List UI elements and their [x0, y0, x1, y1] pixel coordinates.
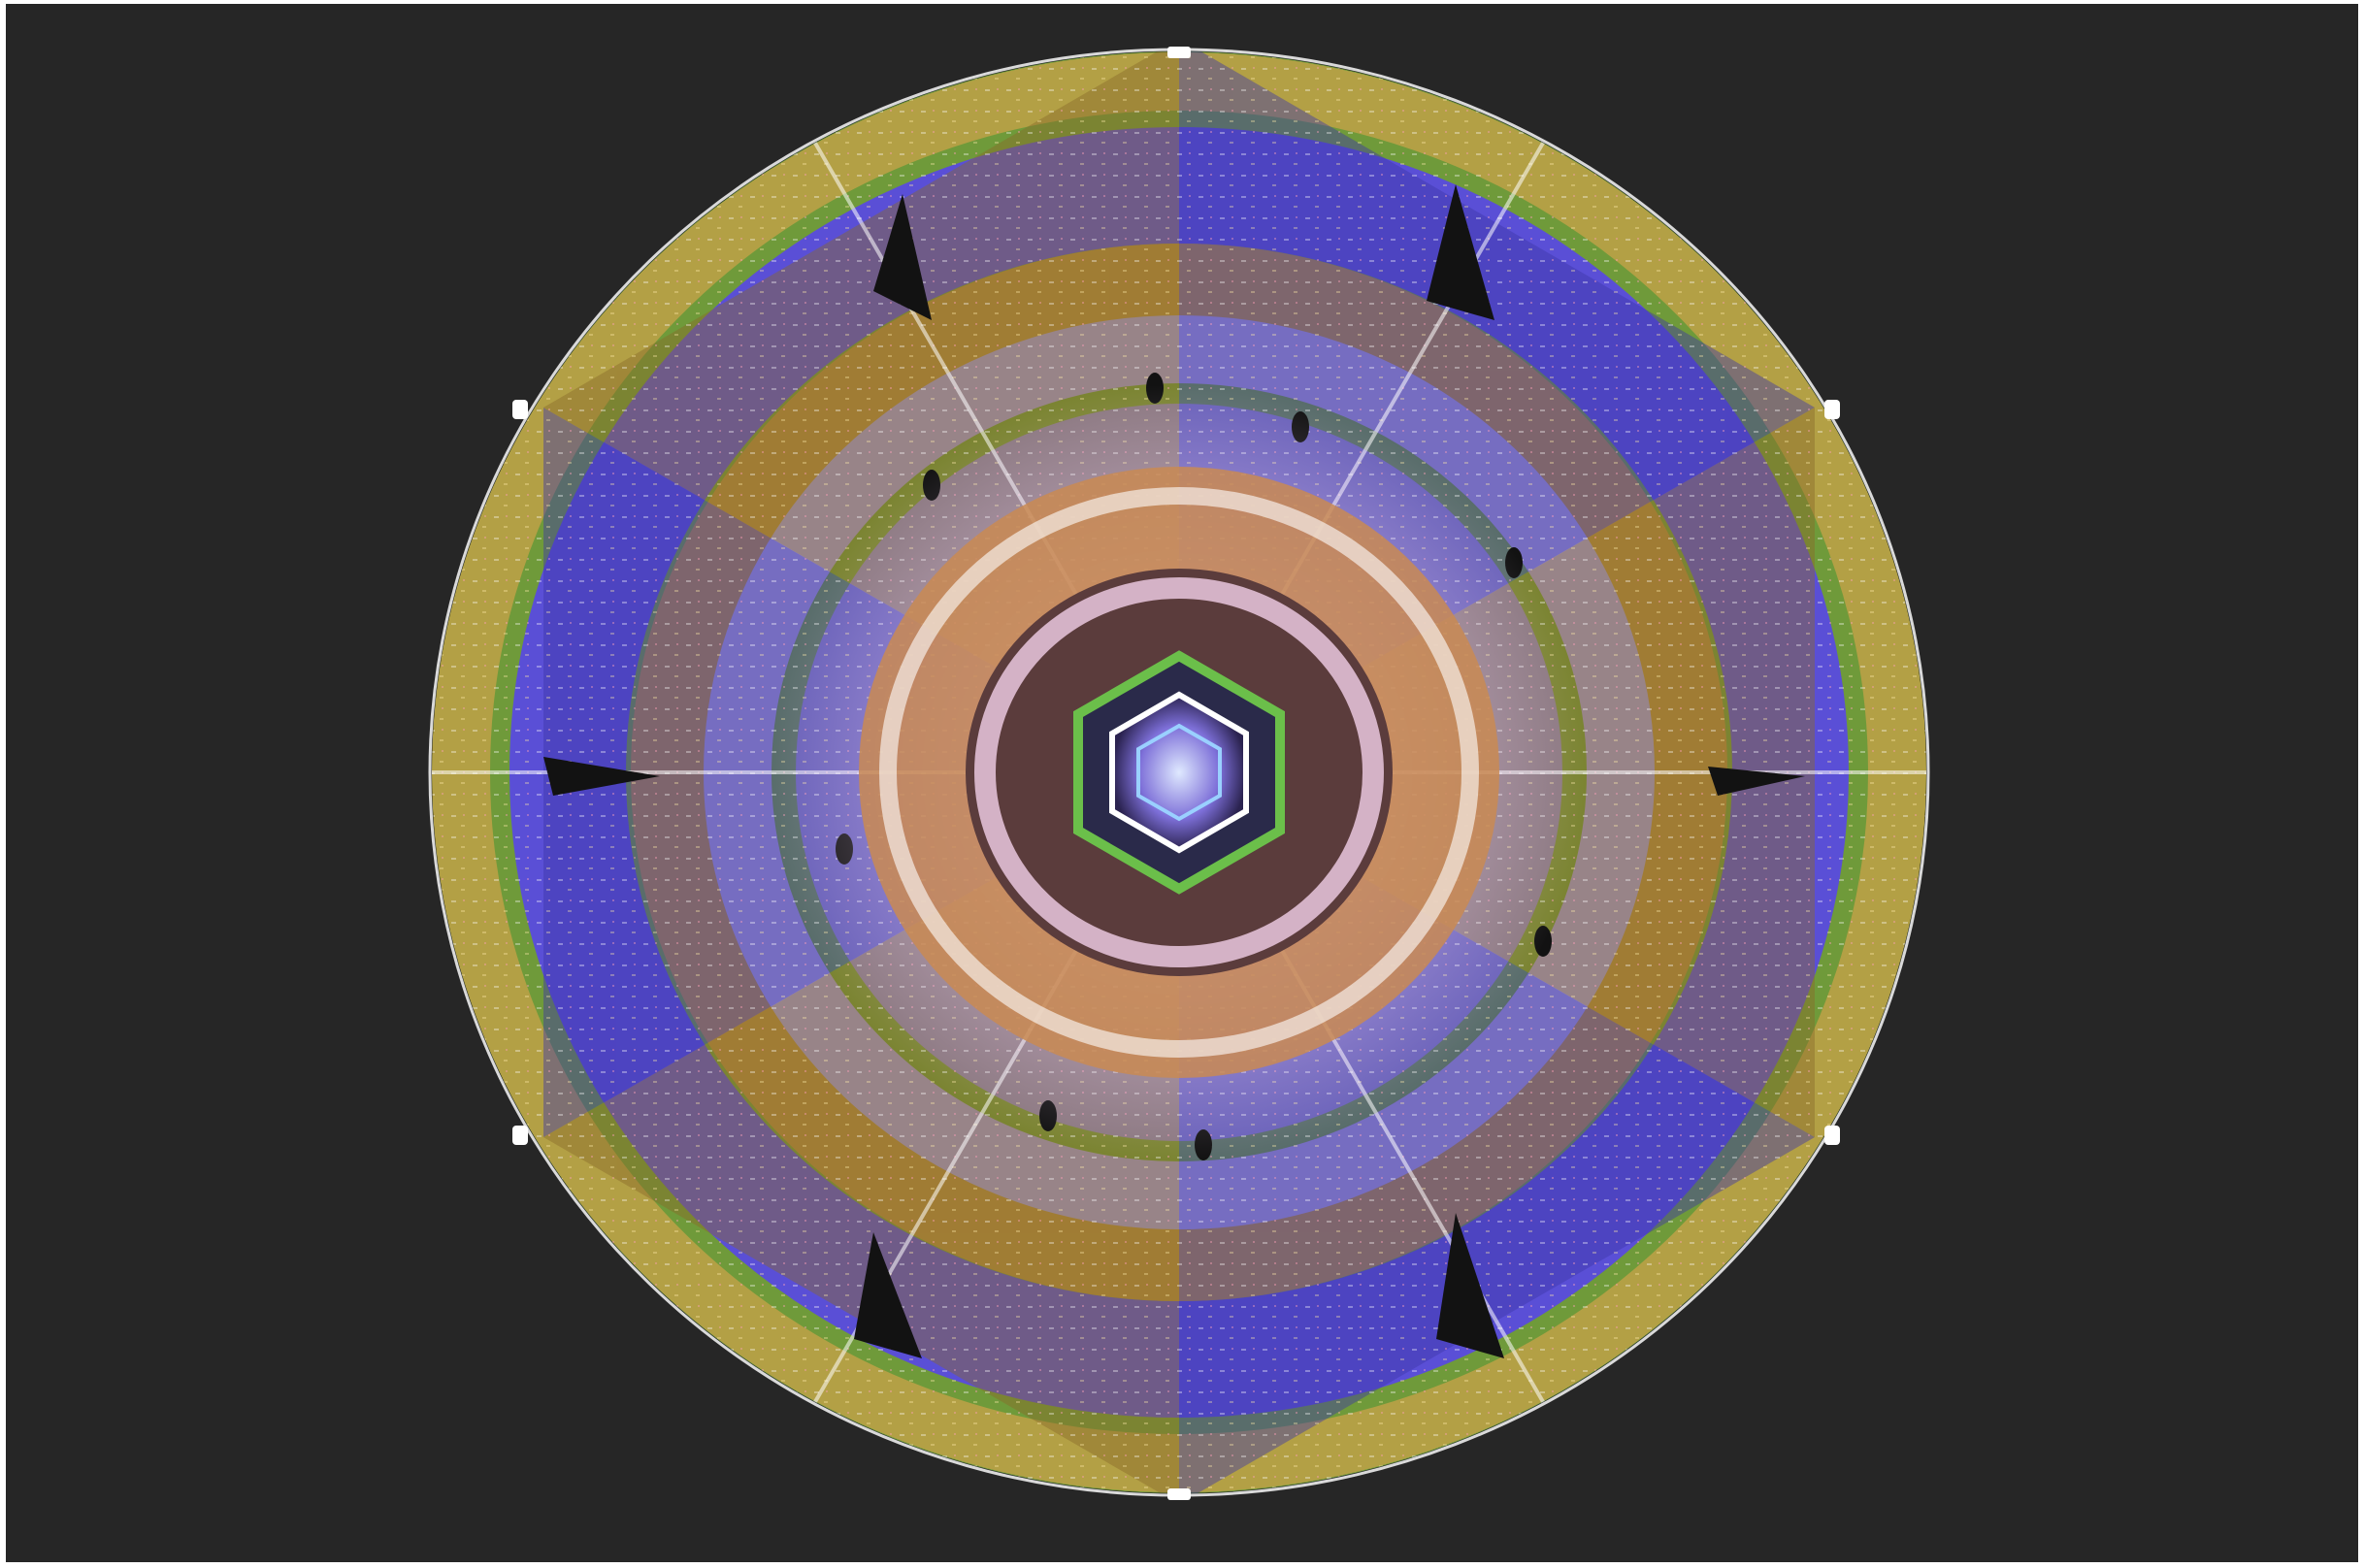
rim-clips [512, 47, 1840, 1500]
pink-inner-ring [974, 577, 1384, 967]
inner-hexagon [1109, 691, 1249, 854]
core-hexagon [1136, 723, 1222, 822]
white-light-ring [879, 487, 1479, 1058]
